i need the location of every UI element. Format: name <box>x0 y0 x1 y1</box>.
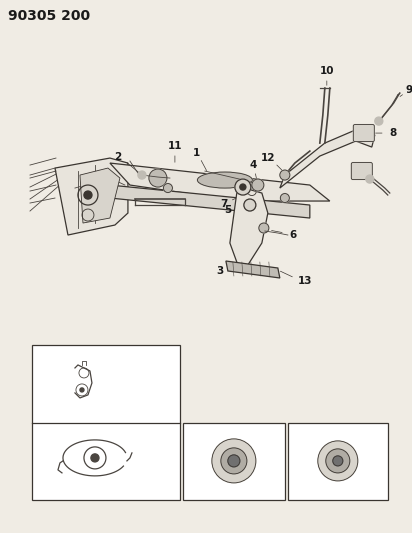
FancyBboxPatch shape <box>353 125 374 142</box>
Circle shape <box>252 179 264 191</box>
Text: 15: 15 <box>151 410 164 420</box>
Ellipse shape <box>197 172 253 188</box>
Text: 11: 11 <box>168 141 182 151</box>
Text: 12: 12 <box>261 153 275 163</box>
Circle shape <box>366 175 374 183</box>
Circle shape <box>212 439 256 483</box>
Text: 9: 9 <box>405 85 412 95</box>
Circle shape <box>164 183 172 192</box>
Text: 4: 4 <box>249 160 257 170</box>
Polygon shape <box>226 261 280 278</box>
Text: 8: 8 <box>389 128 396 138</box>
Polygon shape <box>110 163 330 201</box>
Text: 3: 3 <box>216 266 223 276</box>
Text: 17: 17 <box>331 488 344 498</box>
Circle shape <box>91 454 99 462</box>
Circle shape <box>84 191 92 199</box>
Polygon shape <box>280 128 375 188</box>
Polygon shape <box>55 158 128 235</box>
Text: 10: 10 <box>320 66 334 76</box>
Text: 90305 200: 90305 200 <box>8 9 90 23</box>
Text: 13: 13 <box>297 276 312 286</box>
Circle shape <box>244 199 256 211</box>
Polygon shape <box>110 185 310 218</box>
Text: 16: 16 <box>227 488 241 498</box>
Circle shape <box>318 441 358 481</box>
Circle shape <box>280 193 289 203</box>
Polygon shape <box>230 185 268 265</box>
Bar <box>288 423 388 500</box>
Circle shape <box>149 169 167 187</box>
Text: 6: 6 <box>289 230 297 240</box>
Text: 2: 2 <box>114 152 122 162</box>
Circle shape <box>138 171 146 179</box>
Text: 5: 5 <box>224 205 232 215</box>
Bar <box>183 423 285 500</box>
Circle shape <box>280 170 290 180</box>
Bar <box>32 345 180 500</box>
Circle shape <box>375 117 383 125</box>
Circle shape <box>235 179 251 195</box>
Text: 7: 7 <box>220 199 227 209</box>
Circle shape <box>259 223 269 233</box>
Circle shape <box>247 187 256 196</box>
Circle shape <box>333 456 343 466</box>
Text: 1: 1 <box>193 148 201 158</box>
Text: 14: 14 <box>151 488 164 498</box>
Circle shape <box>228 455 240 467</box>
Polygon shape <box>80 168 120 223</box>
Circle shape <box>326 449 350 473</box>
Circle shape <box>221 448 247 474</box>
Circle shape <box>240 184 246 190</box>
Circle shape <box>80 388 84 392</box>
FancyBboxPatch shape <box>351 163 372 180</box>
